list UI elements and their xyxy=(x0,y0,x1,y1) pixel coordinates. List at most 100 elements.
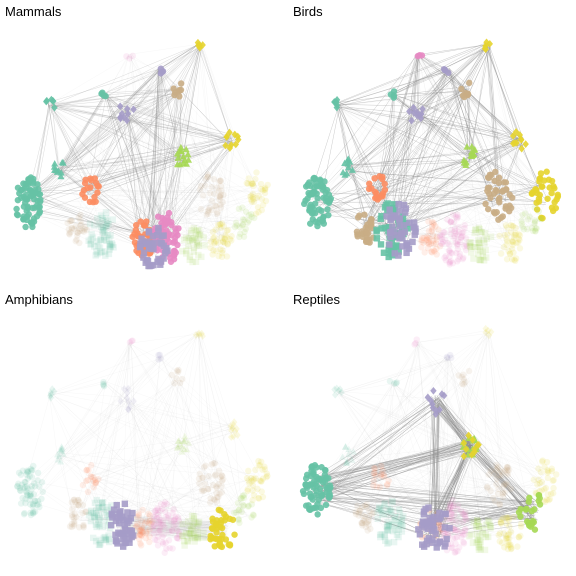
node xyxy=(248,196,254,202)
node xyxy=(458,235,464,241)
node xyxy=(509,223,515,229)
node xyxy=(100,225,106,231)
node xyxy=(439,241,445,247)
node xyxy=(206,205,212,211)
node xyxy=(224,253,230,259)
node xyxy=(219,478,225,484)
node xyxy=(493,462,499,468)
edge xyxy=(105,54,130,96)
node xyxy=(462,222,468,228)
node xyxy=(207,244,213,250)
node xyxy=(426,535,432,541)
node xyxy=(180,521,186,527)
node xyxy=(82,177,88,183)
node xyxy=(504,464,510,470)
node xyxy=(29,224,35,230)
node xyxy=(102,536,108,542)
node xyxy=(217,507,223,513)
node xyxy=(218,205,224,211)
node xyxy=(169,545,175,551)
node xyxy=(323,484,329,490)
node xyxy=(387,230,393,236)
node xyxy=(371,478,377,484)
node xyxy=(107,232,113,238)
node xyxy=(371,470,377,476)
node xyxy=(485,206,491,212)
node xyxy=(117,515,123,521)
node xyxy=(220,238,226,244)
node xyxy=(120,543,126,549)
node xyxy=(392,514,398,520)
node xyxy=(476,523,482,529)
node xyxy=(443,536,449,542)
node xyxy=(502,205,508,211)
node xyxy=(375,515,381,521)
node xyxy=(18,472,24,478)
node xyxy=(235,517,241,523)
node xyxy=(467,243,473,249)
node xyxy=(423,541,429,547)
node xyxy=(170,239,176,245)
node xyxy=(171,380,177,386)
node xyxy=(213,238,219,244)
edge xyxy=(183,428,236,440)
node xyxy=(378,241,384,247)
node xyxy=(122,526,128,532)
node xyxy=(506,535,512,541)
edge xyxy=(91,423,230,476)
edge xyxy=(49,94,104,107)
node xyxy=(506,523,512,529)
node xyxy=(430,238,436,244)
node xyxy=(159,539,165,545)
node xyxy=(474,517,480,523)
node xyxy=(34,202,40,208)
node xyxy=(265,182,271,188)
node xyxy=(216,468,222,474)
node xyxy=(130,397,136,405)
node xyxy=(32,509,38,515)
edge xyxy=(59,395,129,461)
node xyxy=(485,174,491,180)
edge xyxy=(337,384,391,393)
node xyxy=(488,234,494,240)
node xyxy=(84,185,90,191)
node xyxy=(158,65,164,71)
node xyxy=(80,523,86,529)
node xyxy=(87,241,93,247)
node xyxy=(474,531,480,537)
node xyxy=(503,179,509,185)
node xyxy=(497,538,503,544)
node xyxy=(532,225,538,231)
node xyxy=(124,509,130,515)
node xyxy=(354,233,360,239)
node xyxy=(510,239,516,245)
node xyxy=(550,490,556,496)
node xyxy=(381,472,387,478)
node xyxy=(392,526,398,532)
node xyxy=(150,233,156,239)
node xyxy=(310,210,316,216)
node xyxy=(391,539,397,545)
node xyxy=(355,214,361,220)
node xyxy=(379,193,385,199)
node xyxy=(411,224,417,230)
node xyxy=(19,187,25,193)
node xyxy=(519,220,525,226)
node xyxy=(326,495,332,501)
node xyxy=(391,94,397,100)
node xyxy=(123,53,129,59)
node xyxy=(326,192,332,198)
node xyxy=(402,229,408,235)
node xyxy=(157,352,163,358)
node xyxy=(372,465,378,471)
node xyxy=(39,479,45,485)
node xyxy=(396,506,402,512)
node xyxy=(304,472,310,478)
node xyxy=(161,531,167,537)
node xyxy=(497,502,503,508)
node xyxy=(239,222,245,228)
node xyxy=(442,67,448,73)
node xyxy=(342,443,349,449)
node xyxy=(137,531,143,537)
node xyxy=(207,533,213,539)
